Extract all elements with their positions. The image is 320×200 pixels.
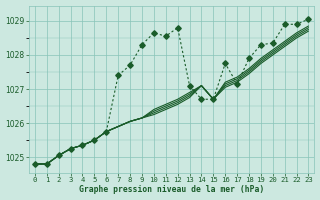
X-axis label: Graphe pression niveau de la mer (hPa): Graphe pression niveau de la mer (hPa) (79, 185, 264, 194)
